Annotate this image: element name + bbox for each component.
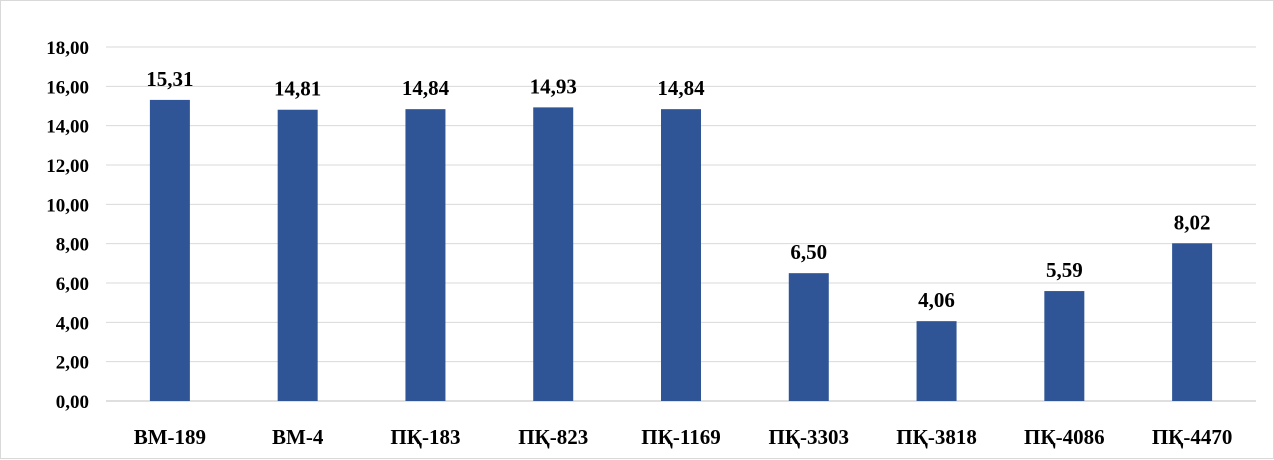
data-label: 14,93 [530, 74, 577, 98]
bar [149, 99, 190, 402]
category-label: ПҚ-4086 [1024, 425, 1105, 449]
data-label: 14,81 [274, 77, 321, 101]
y-tick-label: 12,00 [46, 156, 89, 177]
data-label: 14,84 [657, 76, 705, 100]
category-label: ПҚ-823 [518, 425, 588, 449]
bars [149, 99, 1213, 402]
x-axis-categories: ВМ-189 ВМ-4 ПҚ-183 ПҚ-823 ПҚ-1169 ПҚ-3303 ПҚ-3… [134, 425, 1233, 449]
data-label: 6,50 [790, 240, 827, 264]
y-tick-label: 6,00 [56, 274, 89, 295]
category-label: ПҚ-1169 [641, 425, 720, 449]
bar [405, 109, 446, 401]
data-label: 15,31 [146, 67, 193, 91]
category-label: ВМ-189 [134, 425, 206, 449]
y-tick-label: 10,00 [46, 195, 89, 216]
bar [916, 321, 957, 401]
y-tick-label: 14,00 [46, 117, 89, 138]
y-tick-label: 16,00 [46, 77, 89, 98]
bar [277, 109, 318, 401]
data-label: 4,06 [918, 288, 955, 312]
y-tick-label: 4,00 [56, 313, 89, 334]
category-label: ПҚ-4470 [1152, 425, 1233, 449]
data-label: 8,02 [1174, 210, 1211, 234]
y-tick-label: 8,00 [56, 235, 89, 256]
bar [788, 273, 829, 401]
category-label: ПҚ-3818 [896, 425, 977, 449]
y-tick-label: 18,00 [46, 38, 89, 59]
category-label: ПҚ-3303 [768, 425, 849, 449]
bar [1044, 291, 1085, 401]
data-label: 5,59 [1046, 258, 1083, 282]
bar [661, 109, 701, 401]
y-tick-label: 2,00 [56, 353, 89, 374]
data-label: 14,84 [402, 76, 450, 100]
bar [533, 107, 574, 402]
category-label: ПҚ-183 [390, 425, 460, 449]
data-labels: 15,31 14,81 14,84 14,93 14,84 6,50 4,06 5,59 8,0… [146, 67, 1210, 312]
y-tick-label: 0,00 [56, 392, 89, 413]
bar [1172, 243, 1213, 401]
category-label: ВМ-4 [272, 425, 324, 449]
y-axis-ticks: 0,00 2,00 4,00 6,00 8,00 10,00 12,00 14,00 16,00… [46, 38, 89, 413]
